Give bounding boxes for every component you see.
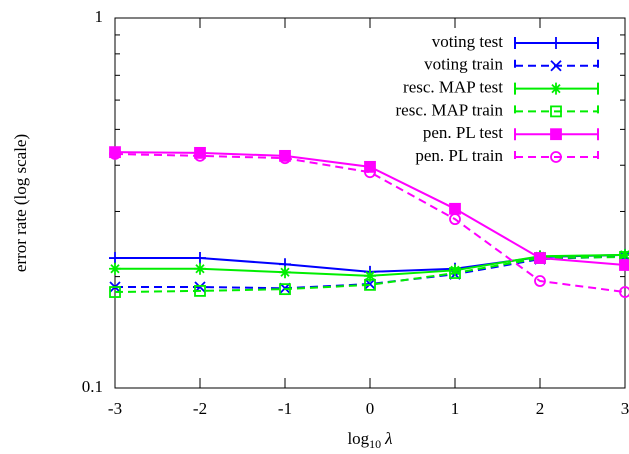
marker xyxy=(194,252,206,265)
legend-label: pen. PL test xyxy=(423,123,503,142)
legend-label: resc. MAP train xyxy=(396,100,504,119)
marker xyxy=(109,252,121,265)
legend-sample xyxy=(514,105,599,118)
legend-marker xyxy=(550,37,562,49)
x-tick-label: 3 xyxy=(621,399,629,418)
marker xyxy=(194,284,206,297)
marker xyxy=(364,166,376,179)
series-line xyxy=(114,255,626,294)
x-tick-label: 0 xyxy=(366,399,375,418)
y-tick-label: 0.1 xyxy=(82,377,103,396)
marker xyxy=(279,266,291,279)
legend-sample xyxy=(514,151,599,163)
legend-marker xyxy=(550,105,562,118)
plot-frame xyxy=(114,17,626,389)
x-label-var: λ xyxy=(384,429,392,448)
marker xyxy=(619,286,629,298)
marker xyxy=(449,264,461,277)
marker xyxy=(279,283,291,296)
marker xyxy=(449,213,461,226)
legend-marker xyxy=(550,128,562,141)
marker xyxy=(619,259,629,271)
marker xyxy=(109,148,121,160)
marker xyxy=(364,269,376,282)
marker xyxy=(449,202,461,215)
legend-label: pen. PL train xyxy=(415,146,503,165)
legend-marker xyxy=(550,82,562,95)
marker xyxy=(109,286,121,298)
x-tick-label: -1 xyxy=(278,399,292,418)
x-tick-label: 2 xyxy=(536,399,545,418)
marker xyxy=(279,152,291,165)
marker xyxy=(194,149,206,162)
y-tick-label: 1 xyxy=(95,7,104,26)
marker xyxy=(619,248,629,261)
series-line xyxy=(114,152,626,294)
legend-label: resc. MAP test xyxy=(403,78,503,97)
x-tick-label: -2 xyxy=(193,399,207,418)
marker xyxy=(194,262,206,275)
x-tick-label: 1 xyxy=(451,399,460,418)
marker xyxy=(534,252,546,264)
x-label-base: log xyxy=(347,429,369,448)
legend-label: voting test xyxy=(432,32,504,51)
legend-marker xyxy=(550,60,562,72)
marker xyxy=(109,262,121,275)
y-axis-label: error rate (log scale) xyxy=(11,134,30,272)
x-axis-label: log10 λ xyxy=(347,429,392,451)
x-tick-label: -3 xyxy=(108,399,122,418)
legend-label: voting train xyxy=(424,55,503,74)
legend-marker xyxy=(550,151,562,163)
marker xyxy=(449,267,461,279)
x-label-sub: 10 xyxy=(369,437,381,451)
marker xyxy=(364,278,376,291)
marker xyxy=(534,275,546,287)
